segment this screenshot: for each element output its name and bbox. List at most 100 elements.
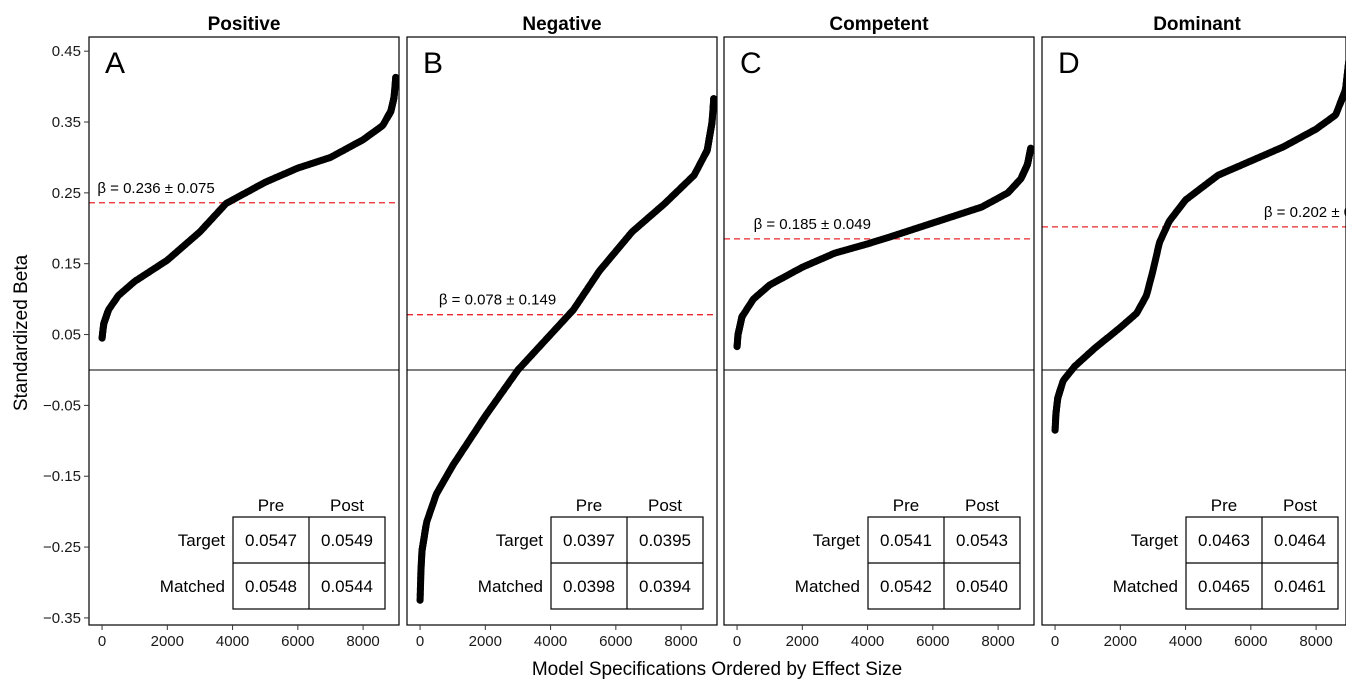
y-tick-label: 0.35 xyxy=(52,114,81,131)
mean-beta-label: β = 0.202 ± 0.127 xyxy=(1264,204,1346,221)
table-cell: 0.0395 xyxy=(639,531,691,550)
panel-title: Competent xyxy=(829,14,929,35)
y-tick-label: 0.15 xyxy=(52,256,81,273)
panel-title: Dominant xyxy=(1153,14,1241,35)
spec-point xyxy=(416,596,424,604)
panel-negative: Negative Bβ = 0.078 ± 0.149 Pre Post Target 0… xyxy=(406,14,718,650)
panel-letter: B xyxy=(423,47,443,80)
table-cell: 0.0542 xyxy=(880,577,932,596)
mean-beta-label: β = 0.236 ± 0.075 xyxy=(97,180,214,197)
panel-border xyxy=(1041,36,1346,626)
table-row-label: Target xyxy=(1131,531,1179,550)
table-cell: 0.0543 xyxy=(956,531,1008,550)
x-tick-label: 4000 xyxy=(1169,633,1202,650)
table-row-label: Matched xyxy=(1113,577,1178,596)
panel-letter: D xyxy=(1058,47,1080,80)
panel-border xyxy=(406,36,718,626)
panel-letter: C xyxy=(740,47,762,80)
mean-beta-label: β = 0.078 ± 0.149 xyxy=(439,292,556,309)
x-tick-label: 0 xyxy=(98,633,106,650)
table-cell: 0.0463 xyxy=(1198,531,1250,550)
spec-point xyxy=(739,311,747,319)
y-tick-label: −0.35 xyxy=(43,610,81,627)
table-cell: 0.0394 xyxy=(639,577,691,596)
spec-curve xyxy=(416,95,717,604)
panel-dominant: Dominant Dβ = 0.202 ± 0.127 Pre Post Target 0… xyxy=(1041,14,1346,650)
panel-title: Positive xyxy=(208,14,281,35)
plot-area: Cβ = 0.185 ± 0.049 Pre Post Target 0.0541 0.0… xyxy=(724,47,1034,610)
table-header: Pre xyxy=(893,496,919,515)
table-cell: 0.0549 xyxy=(321,531,373,550)
panel-competent: Competent Cβ = 0.185 ± 0.049 Pre Post Target… xyxy=(723,14,1035,650)
spec-curve xyxy=(733,144,1034,351)
x-tick-label: 2000 xyxy=(469,633,502,650)
panel-border xyxy=(88,36,400,626)
x-tick-label: 6000 xyxy=(1234,633,1267,650)
x-tick-label: 6000 xyxy=(599,633,632,650)
y-tick-label: −0.05 xyxy=(43,397,81,414)
spec-point xyxy=(1057,384,1065,392)
table-cell: 0.0547 xyxy=(245,531,297,550)
x-tick-label: 2000 xyxy=(786,633,819,650)
panel-title: Negative xyxy=(522,14,601,35)
table-cell: 0.0540 xyxy=(956,577,1008,596)
summary-table: Pre Post Target 0.0397 0.0395 Matched 0.0398 0.… xyxy=(478,496,704,610)
x-tick-label: 8000 xyxy=(346,633,379,650)
table-header: Pre xyxy=(1211,496,1237,515)
spec-curve xyxy=(98,73,399,342)
table-row-label: Matched xyxy=(795,577,860,596)
table-header: Post xyxy=(330,496,364,515)
table-header: Pre xyxy=(258,496,284,515)
y-axis-label: Standardized Beta xyxy=(11,254,32,411)
x-tick-label: 8000 xyxy=(664,633,697,650)
x-tick-label: 6000 xyxy=(281,633,314,650)
table-header: Pre xyxy=(576,496,602,515)
spec-point xyxy=(392,73,399,81)
spec-point xyxy=(416,585,424,593)
x-tick-label: 8000 xyxy=(1299,633,1332,650)
y-tick-label: −0.25 xyxy=(43,539,81,556)
y-tick-label: 0.25 xyxy=(52,185,81,202)
plot-area: Dβ = 0.202 ± 0.127 Pre Post Target 0.0463 0.0… xyxy=(1042,47,1346,610)
y-tick-label: −0.15 xyxy=(43,468,81,485)
table-header: Post xyxy=(648,496,682,515)
x-tick-label: 2000 xyxy=(1104,633,1137,650)
spec-curve xyxy=(1051,59,1346,434)
spec-point xyxy=(416,579,424,587)
panels: Positive Aβ = 0.236 ± 0.075 Pre Post Target 0… xyxy=(88,14,1346,650)
y-tick-label: 0.45 xyxy=(52,43,81,60)
spec-point xyxy=(422,522,430,530)
x-tick-label: 4000 xyxy=(534,633,567,650)
panel-letter: A xyxy=(105,47,125,80)
table-cell: 0.0548 xyxy=(245,577,297,596)
x-tick-label: 0 xyxy=(416,633,424,650)
x-tick-label: 8000 xyxy=(981,633,1014,650)
table-header: Post xyxy=(965,496,999,515)
x-tick-label: 2000 xyxy=(151,633,184,650)
table-header: Post xyxy=(1283,496,1317,515)
table-cell: 0.0465 xyxy=(1198,577,1250,596)
mean-beta-label: β = 0.185 ± 0.049 xyxy=(754,216,871,233)
spec-point xyxy=(1027,144,1034,152)
table-row-label: Target xyxy=(178,531,226,550)
x-axis-label: Model Specifications Ordered by Effect S… xyxy=(532,659,902,680)
table-cell: 0.0461 xyxy=(1274,577,1326,596)
table-cell: 0.0398 xyxy=(563,577,615,596)
x-tick-label: 4000 xyxy=(851,633,884,650)
x-tick-label: 0 xyxy=(733,633,741,650)
plot-area: Aβ = 0.236 ± 0.075 Pre Post Target 0.0547 0.0… xyxy=(89,47,399,610)
x-tick-label: 0 xyxy=(1051,633,1059,650)
table-cell: 0.0544 xyxy=(321,577,373,596)
spec-point xyxy=(416,591,424,599)
table-row-label: Matched xyxy=(478,577,543,596)
summary-table: Pre Post Target 0.0547 0.0549 Matched 0.0548 0.… xyxy=(160,496,386,610)
table-cell: 0.0541 xyxy=(880,531,932,550)
spec-point xyxy=(104,308,112,316)
summary-table: Pre Post Target 0.0541 0.0543 Matched 0.0542 0.… xyxy=(795,496,1021,610)
table-cell: 0.0464 xyxy=(1274,531,1326,550)
x-tick-label: 6000 xyxy=(916,633,949,650)
x-tick-label: 4000 xyxy=(216,633,249,650)
panel-border xyxy=(723,36,1035,626)
table-row-label: Matched xyxy=(160,577,225,596)
